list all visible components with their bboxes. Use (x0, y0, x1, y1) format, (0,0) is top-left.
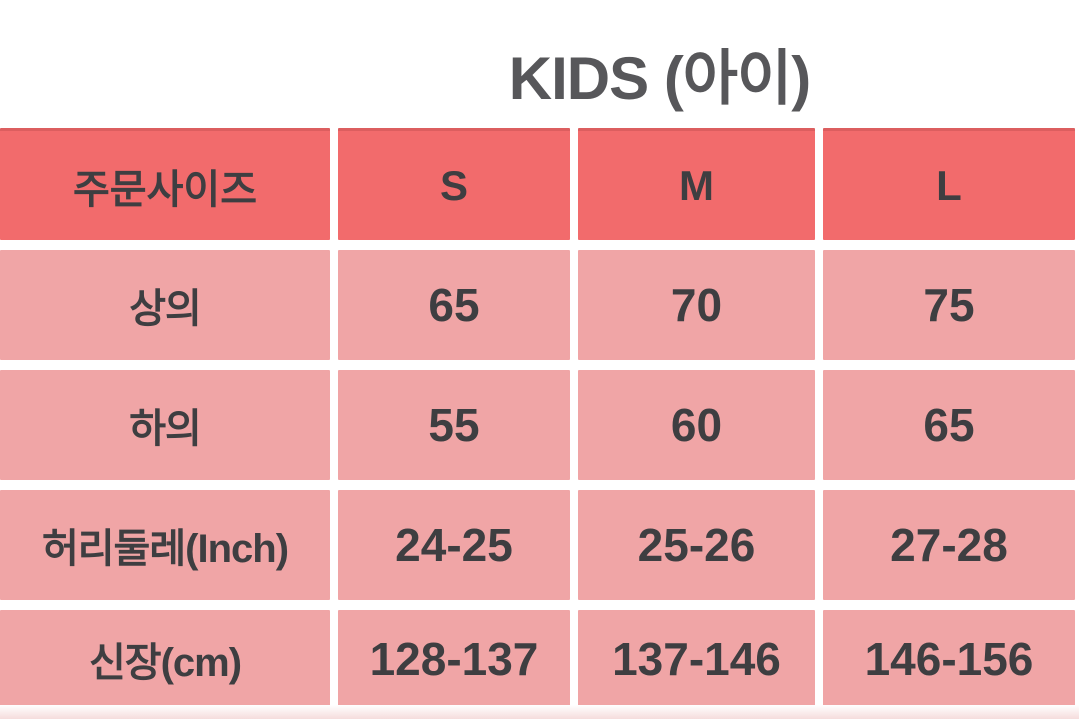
row-label-waist: 허리둘레(Inch) (0, 490, 330, 600)
value-cell-top-m: 70 (578, 250, 815, 360)
table-row-bottom: 하의 55 60 65 (0, 370, 1075, 480)
value-cell-bottom-m: 60 (578, 370, 815, 480)
row-label-height: 신장(cm) (0, 610, 330, 707)
value-cell-height-m: 137-146 (578, 610, 815, 707)
value-cell-top-s: 65 (338, 250, 570, 360)
table-row-height: 신장(cm) 128-137 137-146 146-156 (0, 610, 1075, 707)
value-cell-waist-l: 27-28 (823, 490, 1075, 600)
value-cell-height-s: 128-137 (338, 610, 570, 707)
chart-title: KIDS (아이) (508, 45, 811, 112)
table-row-top: 상의 65 70 75 (0, 250, 1075, 360)
row-label-bottom: 하의 (0, 370, 330, 480)
header-cell-size-m: M (578, 128, 815, 240)
header-cell-size-s: S (338, 128, 570, 240)
value-cell-waist-m: 25-26 (578, 490, 815, 600)
value-cell-waist-s: 24-25 (338, 490, 570, 600)
value-cell-bottom-l: 65 (823, 370, 1075, 480)
header-cell-size-l: L (823, 128, 1075, 240)
value-cell-height-l: 146-156 (823, 610, 1075, 707)
table-row-waist: 허리둘레(Inch) 24-25 25-26 27-28 (0, 490, 1075, 600)
bottom-fade-strip (0, 705, 1079, 719)
value-cell-top-l: 75 (823, 250, 1075, 360)
size-table: 주문사이즈 S M L 상의 65 70 75 하의 55 60 65 허리둘레… (0, 128, 1075, 707)
table-header-row: 주문사이즈 S M L (0, 128, 1075, 240)
value-cell-bottom-s: 55 (338, 370, 570, 480)
header-cell-order-size: 주문사이즈 (0, 128, 330, 240)
row-label-top: 상의 (0, 250, 330, 360)
